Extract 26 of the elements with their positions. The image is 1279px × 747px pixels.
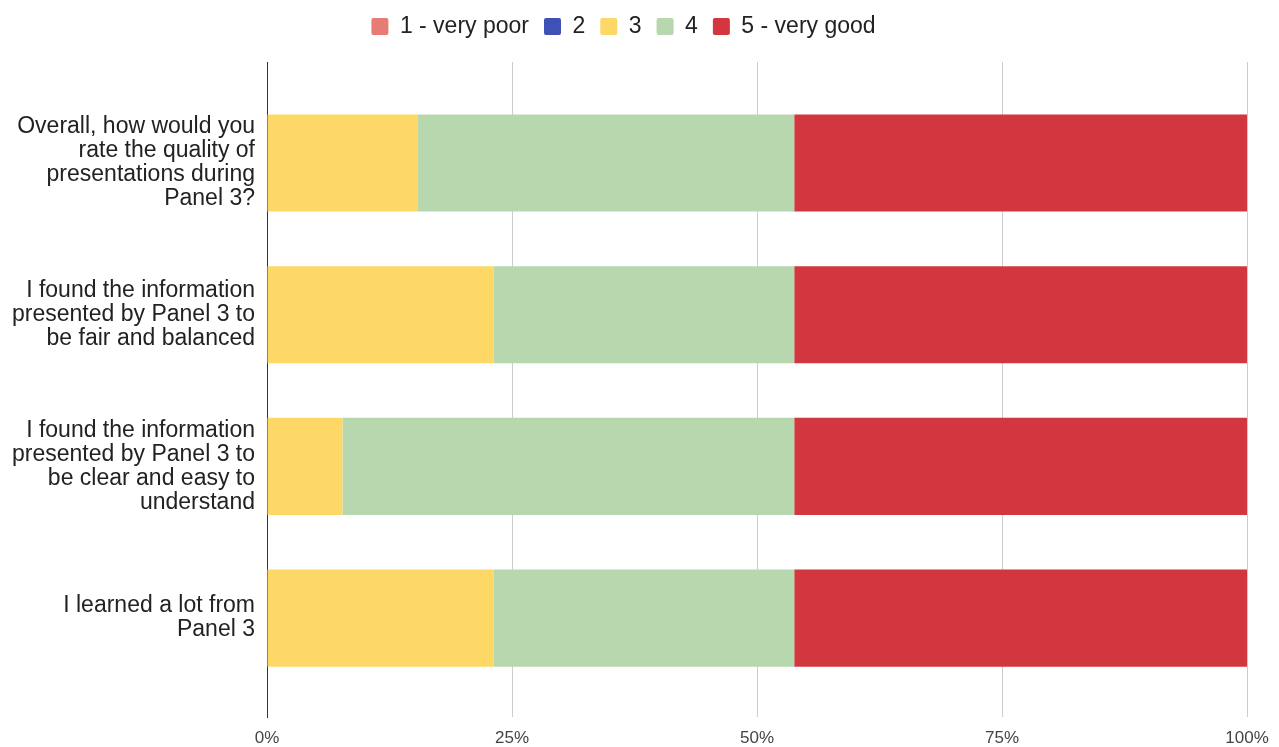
legend-label: 2 (572, 11, 586, 38)
bar (267, 417, 343, 515)
bar (342, 417, 795, 515)
bar (794, 569, 1247, 667)
bar (794, 114, 1247, 212)
bar (267, 266, 494, 364)
y-tick-label: I found the information presented by Panel 3 to be clear and easy to understand (12, 415, 255, 514)
bar (493, 569, 795, 667)
bar (794, 266, 1247, 364)
legend-label: 5 - very good (741, 11, 876, 38)
x-tick-label: 50% (739, 727, 775, 747)
bar (267, 114, 418, 212)
legend-label: 1 - very poor (399, 11, 530, 38)
x-tick-label: 100% (1225, 727, 1269, 747)
bar (267, 569, 494, 667)
x-tick-label: 0% (254, 727, 280, 747)
legend-label: 4 (685, 11, 699, 38)
x-tick-label: 25% (494, 727, 530, 747)
bar (417, 114, 795, 212)
legend-label: 3 (628, 11, 642, 38)
x-tick-label: 75% (984, 727, 1020, 747)
y-tick-label: I found the information presented by Panel 3 to be fair and balanced (12, 276, 255, 350)
bar (794, 417, 1247, 515)
y-tick-label: I learned a lot from Panel 3 (63, 591, 255, 642)
y-tick-label: Overall, how would you rate the quality of presentations during Panel 3? (17, 112, 256, 211)
bar (493, 266, 795, 364)
